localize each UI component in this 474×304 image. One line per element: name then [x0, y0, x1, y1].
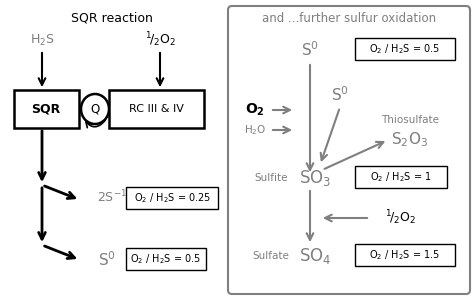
FancyBboxPatch shape — [228, 6, 470, 294]
Ellipse shape — [81, 94, 109, 124]
FancyBboxPatch shape — [355, 244, 455, 266]
Text: O$_2$ / H$_2$S = 0.5: O$_2$ / H$_2$S = 0.5 — [369, 42, 441, 56]
Text: SQR reaction: SQR reaction — [71, 12, 153, 25]
FancyBboxPatch shape — [126, 248, 206, 270]
Text: O$_2$ / H$_2$S = 1: O$_2$ / H$_2$S = 1 — [370, 170, 432, 184]
Text: Sulfite: Sulfite — [254, 173, 288, 183]
Text: RC III & IV: RC III & IV — [128, 104, 183, 114]
Text: S$_2$O$_3$: S$_2$O$_3$ — [392, 131, 428, 149]
FancyBboxPatch shape — [355, 38, 455, 60]
Text: O$_2$ / H$_2$S = 1.5: O$_2$ / H$_2$S = 1.5 — [369, 248, 441, 262]
FancyBboxPatch shape — [126, 187, 218, 209]
Text: H$_2$S: H$_2$S — [30, 33, 55, 47]
Text: SO$_4$: SO$_4$ — [299, 246, 331, 266]
Text: 2S$^{-1}$: 2S$^{-1}$ — [97, 189, 127, 205]
Text: S$^0$: S$^0$ — [301, 41, 319, 59]
FancyBboxPatch shape — [14, 90, 79, 128]
Text: $^1\!/_2$O$_2$: $^1\!/_2$O$_2$ — [385, 209, 416, 227]
Text: SO$_3$: SO$_3$ — [299, 168, 331, 188]
Text: O$_2$ / H$_2$S = 0.25: O$_2$ / H$_2$S = 0.25 — [134, 191, 210, 205]
Text: O$_2$ / H$_2$S = 0.5: O$_2$ / H$_2$S = 0.5 — [130, 252, 201, 266]
Text: S$^0$: S$^0$ — [331, 86, 349, 104]
Text: and ...further sulfur oxidation: and ...further sulfur oxidation — [262, 12, 436, 25]
Text: Q: Q — [91, 102, 100, 116]
FancyBboxPatch shape — [109, 90, 204, 128]
FancyBboxPatch shape — [355, 166, 447, 188]
Text: SQR: SQR — [31, 102, 61, 116]
Text: Thiosulfate: Thiosulfate — [381, 115, 439, 125]
Text: H$_2$O: H$_2$O — [244, 123, 266, 137]
Text: S$^0$: S$^0$ — [98, 251, 116, 269]
Text: $^1\!/_2$O$_2$: $^1\!/_2$O$_2$ — [145, 31, 175, 49]
Text: $\mathbf{O_2}$: $\mathbf{O_2}$ — [245, 102, 265, 118]
Text: Sulfate: Sulfate — [253, 251, 290, 261]
